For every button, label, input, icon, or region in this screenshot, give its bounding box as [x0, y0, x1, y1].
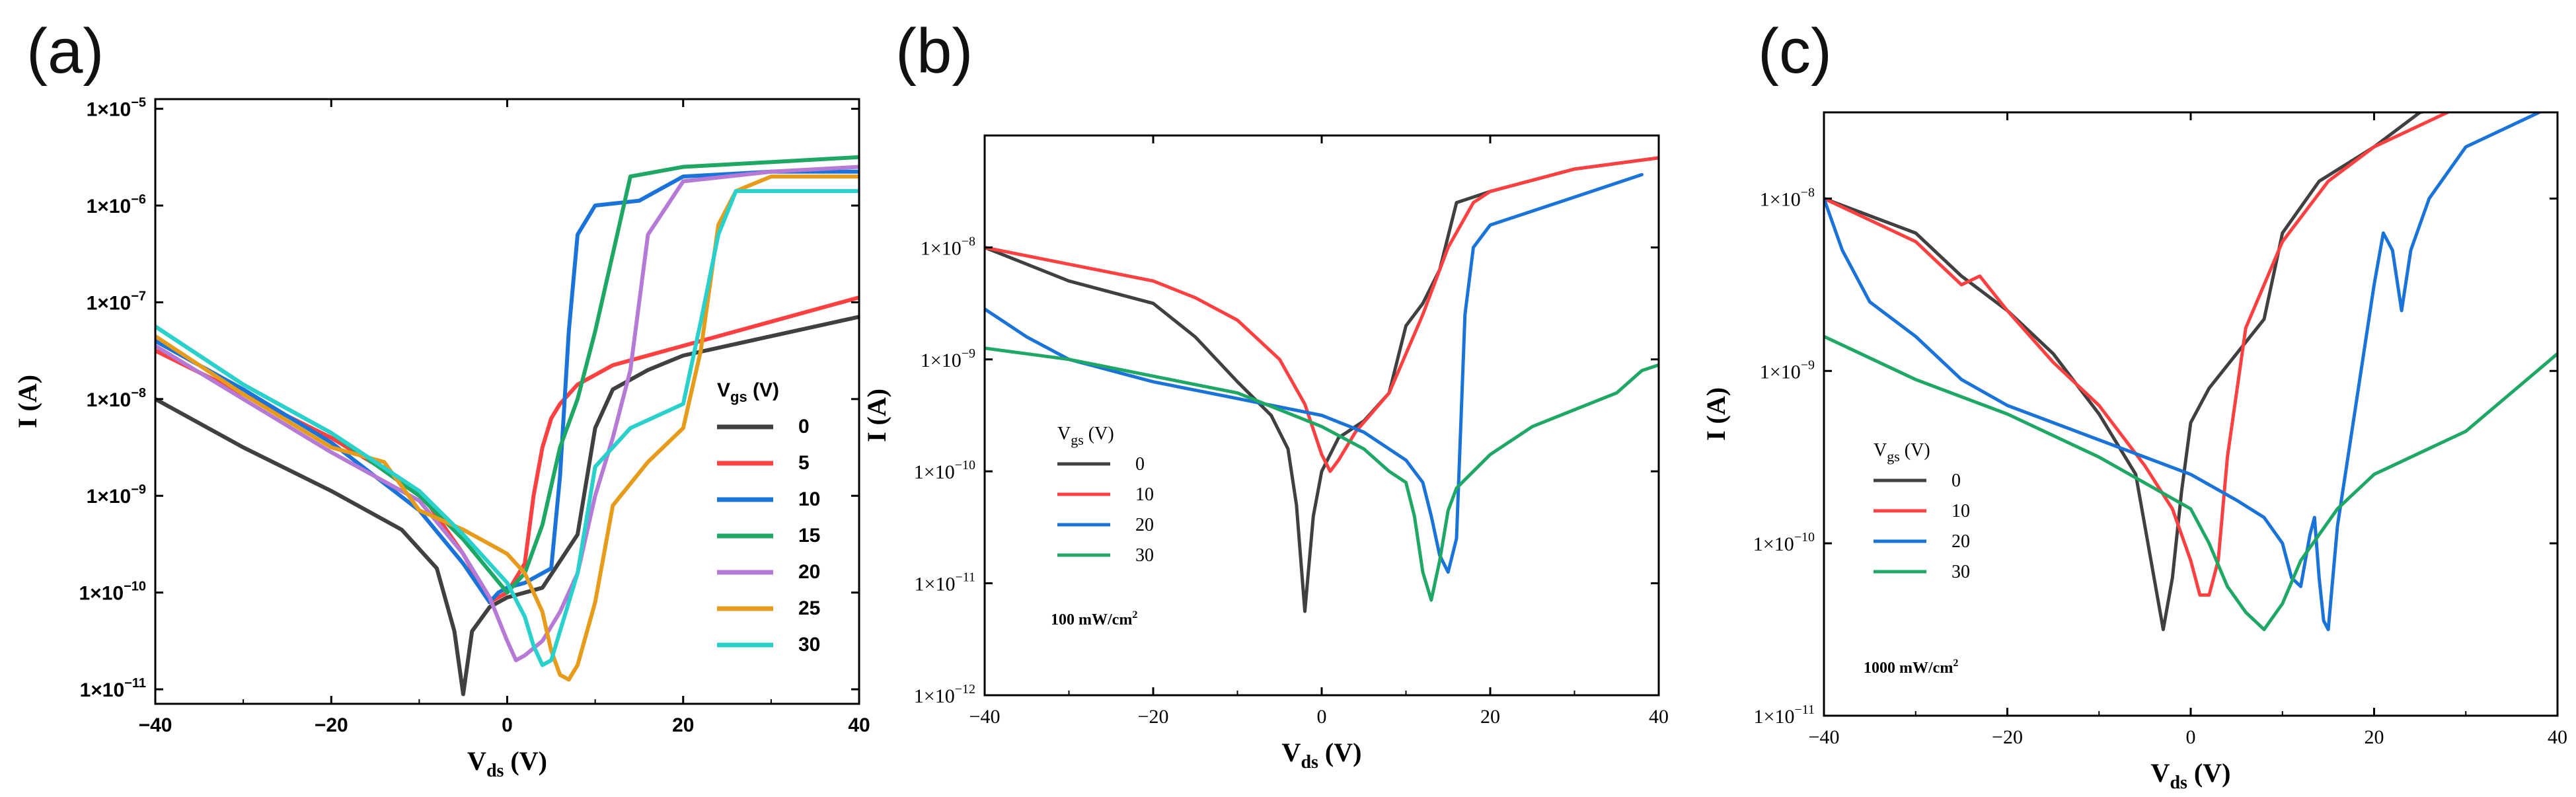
y-tick-label: 1×10−9 [87, 482, 146, 508]
x-tick-label: −20 [1138, 706, 1169, 728]
series-line-30 [155, 189, 859, 667]
series-line-20 [1824, 112, 2541, 632]
x-tick-label: 40 [1649, 706, 1669, 728]
legend-label-10: 10 [1135, 484, 1154, 505]
panel-label: (c) [1758, 16, 1832, 87]
legend-label-0: 0 [798, 416, 810, 437]
irradiance-annotation: 1000 mW/cm2 [1864, 658, 1958, 677]
y-tick-label: 1×10−10 [79, 580, 146, 605]
legend: Vgs (V) 0 5 10 15 20 25 30 [717, 379, 820, 656]
y-tick-label: 1×10−5 [87, 96, 146, 121]
y-tick-label: 1×10−6 [87, 192, 146, 217]
x-tick-label: 40 [848, 714, 870, 736]
legend-title: Vgs (V) [1874, 440, 1930, 465]
y-tick-label: 1×10−12 [914, 682, 975, 707]
y-tick-label: 1×10−11 [1754, 702, 1815, 728]
series-line-20 [155, 165, 859, 663]
legend-label-20: 20 [1135, 515, 1154, 535]
y-tick-label: 1×10−11 [915, 570, 975, 595]
y-tick-label: 1×10−8 [1760, 185, 1815, 210]
y-tick-label: 1×10−9 [1760, 358, 1815, 383]
y-tick-label: 1×10−9 [921, 346, 975, 371]
x-tick-label: −40 [969, 706, 1001, 728]
x-axis-label: Vds (V) [2151, 758, 2231, 793]
y-tick-label: 1×10−8 [921, 234, 975, 259]
series-line-15 [155, 155, 859, 595]
legend-label-30: 30 [1951, 562, 1970, 582]
irradiance-annotation: 100 mW/cm2 [1051, 609, 1137, 628]
series-line-10 [1824, 112, 2452, 597]
y-tick-label: 1×10−10 [914, 458, 975, 483]
panel-a: (a) −40 −20 0 20 40 1×10−11 1×10−10 1×10−9 1×10−… [13, 16, 870, 781]
y-axis-label: I (A) [1701, 387, 1731, 441]
y-tick-label: 1×10−8 [87, 386, 146, 411]
x-tick-label: −40 [1809, 726, 1840, 748]
legend-label-25: 25 [798, 597, 820, 619]
x-tick-label: 20 [2365, 726, 2384, 748]
x-axis-label: Vds (V) [467, 746, 547, 781]
x-tick-label: 0 [2186, 726, 2196, 748]
series-line-0 [1824, 112, 2429, 632]
legend-label-30: 30 [798, 634, 820, 656]
plot-area: −40 −20 0 20 40 1×10−11 1×10−10 1×10−9 1×10−8 Vds… [1701, 111, 2567, 793]
x-tick-label: 20 [672, 714, 694, 736]
y-axis-label: I (A) [13, 375, 42, 428]
panel-c: (c) −40 −20 0 20 40 1×10−11 1×10−10 1×10−9 1×10−… [1701, 16, 2567, 793]
legend: Vgs (V) 0 10 20 30 [1057, 424, 1154, 566]
x-axis-label: Vds (V) [1282, 738, 1362, 773]
series-line-30 [985, 346, 1659, 602]
series-line-0 [985, 156, 1659, 613]
x-tick-label: 0 [502, 714, 513, 736]
series-line-20 [985, 172, 1644, 574]
legend-title: Vgs (V) [1057, 424, 1114, 448]
y-axis-label: I (A) [862, 389, 891, 442]
legend-label-10: 10 [1951, 501, 1970, 521]
panel-label: (b) [895, 16, 973, 87]
legend-label-0: 0 [1951, 471, 1961, 491]
plot-area: −40 −20 0 20 40 1×10−12 1×10−11 1×10−10 1×10−9 1×… [862, 134, 1669, 773]
plot-area: −40 −20 0 20 40 1×10−11 1×10−10 1×10−9 1×10−8 1×1… [13, 96, 870, 781]
x-tick-label: 20 [1480, 706, 1500, 728]
legend-label-20: 20 [798, 561, 820, 583]
legend-label-0: 0 [1135, 454, 1145, 474]
legend: Vgs (V) 0 10 20 30 [1874, 440, 1970, 582]
y-tick-label: 1×10−7 [87, 289, 146, 314]
legend-label-10: 10 [798, 488, 820, 510]
series-line-10 [985, 156, 1659, 473]
y-tick-label: 1×10−11 [80, 676, 146, 701]
axes-frame [1823, 111, 2559, 717]
series-line-0 [155, 315, 859, 697]
panel-b: (b) −40 −20 0 20 40 1×10−12 1×10−11 1×10−10 1×10… [862, 16, 1669, 773]
legend-title: Vgs (V) [717, 379, 779, 405]
x-tick-label: −20 [315, 714, 348, 736]
series-line-10 [155, 169, 859, 605]
x-tick-label: 40 [2548, 726, 2567, 748]
legend-label-5: 5 [798, 452, 810, 474]
legend-label-20: 20 [1951, 531, 1970, 552]
x-tick-label: −40 [139, 714, 172, 736]
legend-label-15: 15 [798, 525, 820, 547]
series-line-30 [1824, 334, 2557, 632]
legend-label-30: 30 [1135, 545, 1154, 566]
x-tick-label: −20 [1992, 726, 2023, 748]
y-tick-label: 1×10−10 [1753, 530, 1815, 555]
x-tick-label: 0 [1317, 706, 1327, 728]
series-line-25 [155, 174, 859, 682]
panel-label: (a) [26, 16, 104, 87]
